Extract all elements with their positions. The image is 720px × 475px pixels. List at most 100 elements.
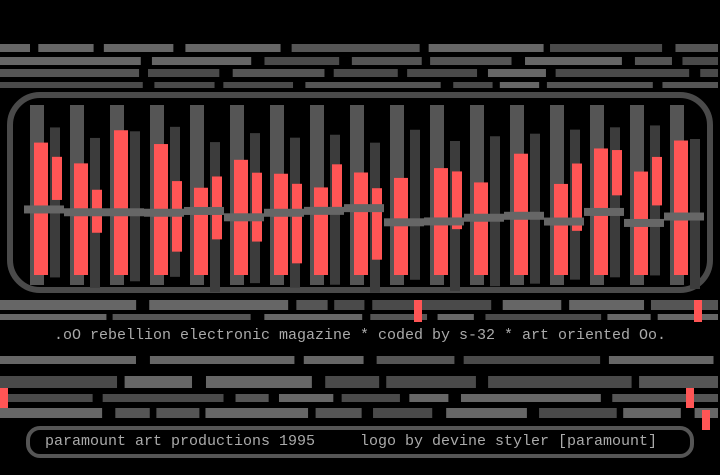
bar — [0, 356, 136, 364]
bar — [278, 394, 334, 402]
bar — [235, 394, 269, 402]
bar — [315, 408, 362, 418]
bar — [185, 44, 281, 52]
logo-red — [674, 140, 688, 275]
credits-logo: logo by devine styler [paramount] — [360, 433, 657, 450]
bar — [650, 300, 718, 310]
logo-red — [52, 156, 62, 200]
bar — [499, 82, 540, 88]
logo-crossbar — [184, 206, 224, 215]
bar — [372, 300, 492, 310]
logo-red — [612, 150, 622, 196]
logo-column — [130, 131, 140, 282]
bar — [102, 394, 224, 402]
bar — [487, 69, 546, 77]
credits-frame — [26, 426, 694, 458]
bar — [607, 314, 651, 320]
bar — [376, 356, 455, 364]
logo-crossbar — [664, 212, 704, 221]
logo-crossbar — [424, 217, 464, 226]
logo-crossbar — [344, 204, 384, 213]
bar — [232, 69, 325, 77]
bar — [154, 82, 215, 88]
bar — [148, 69, 220, 77]
bar — [38, 44, 94, 52]
logo-crossbar — [544, 217, 584, 226]
bar — [0, 394, 93, 402]
bar — [373, 408, 433, 418]
logo-crossbar — [464, 213, 504, 222]
accent — [694, 300, 702, 322]
bar — [0, 314, 107, 320]
logo-red — [114, 130, 128, 275]
bar — [700, 69, 718, 77]
bar — [437, 314, 474, 320]
logo-column — [50, 127, 60, 278]
logo-red — [572, 163, 582, 231]
bar — [550, 44, 663, 52]
bar — [149, 356, 295, 364]
bar — [0, 57, 141, 65]
bar — [264, 314, 363, 320]
bar — [333, 69, 398, 77]
bar — [555, 69, 690, 77]
bar — [407, 69, 478, 77]
logo-crossbar — [624, 218, 664, 227]
logo-red — [452, 171, 462, 230]
bar — [0, 82, 143, 88]
logo-red — [372, 188, 382, 260]
bar — [115, 408, 150, 418]
logo-red — [652, 156, 662, 206]
bar — [446, 408, 527, 418]
bar — [612, 394, 718, 402]
bar — [305, 82, 441, 88]
accent — [0, 388, 8, 408]
bar — [223, 82, 294, 88]
logo-red — [314, 187, 328, 275]
bar — [291, 44, 420, 52]
bar — [103, 44, 174, 52]
logo-column — [530, 133, 540, 284]
logo-crossbar — [104, 208, 144, 217]
tagline: .oO rebellion electronic magazine * code… — [54, 327, 666, 344]
bar — [460, 394, 601, 402]
bar — [156, 408, 200, 418]
bar — [124, 376, 193, 388]
logo-crossbar — [384, 218, 424, 227]
decoration — [0, 44, 718, 430]
logo-red — [554, 183, 568, 275]
bar — [488, 376, 632, 388]
logo-red — [274, 173, 288, 275]
logo-column — [410, 129, 420, 280]
bar — [205, 408, 309, 418]
logo-red — [292, 183, 302, 264]
bar — [264, 57, 340, 65]
accent — [686, 388, 694, 408]
logo-crossbar — [304, 206, 344, 215]
logo-frame — [7, 92, 713, 293]
bar — [205, 376, 312, 388]
bar — [546, 82, 653, 88]
bar — [303, 356, 364, 364]
credits-group: paramount art productions 1995 — [45, 433, 315, 450]
bar — [623, 408, 681, 418]
logo-column — [490, 136, 500, 287]
tagline-backdrop — [45, 324, 675, 346]
logo-crossbar — [144, 208, 184, 217]
bar — [682, 57, 718, 65]
bar — [149, 300, 289, 310]
bar — [0, 408, 103, 418]
logo-red — [252, 172, 262, 242]
bar — [351, 57, 422, 65]
bar — [151, 57, 252, 65]
bar — [334, 300, 365, 310]
bar — [539, 408, 617, 418]
bar — [0, 69, 140, 77]
bar — [634, 57, 672, 65]
bar — [662, 82, 718, 88]
bar — [569, 300, 645, 310]
logo-crossbar — [584, 207, 624, 216]
bar — [675, 44, 718, 52]
bar — [502, 300, 562, 310]
